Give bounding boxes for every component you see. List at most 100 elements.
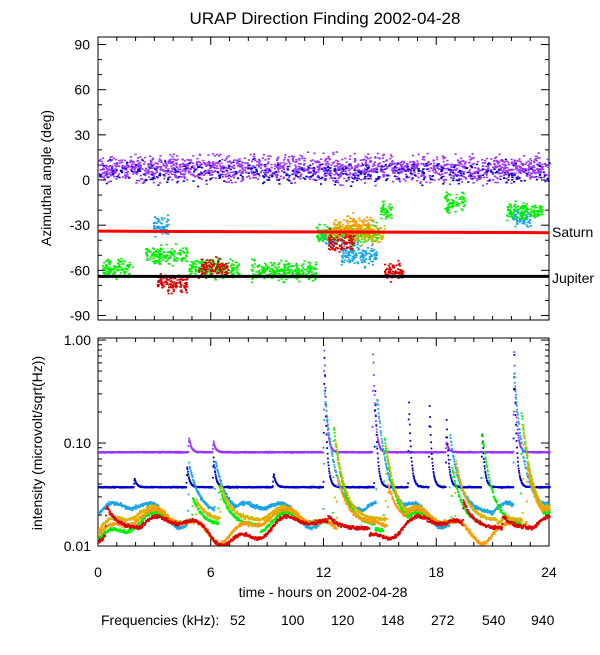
data-point xyxy=(263,267,265,269)
data-point xyxy=(170,163,172,165)
data-point xyxy=(313,167,315,169)
data-point xyxy=(230,169,232,171)
data-point xyxy=(236,161,238,163)
data-point xyxy=(348,252,350,254)
data-point xyxy=(149,155,151,157)
data-point xyxy=(318,176,320,178)
data-point xyxy=(444,197,446,199)
data-point xyxy=(507,179,509,181)
data-point xyxy=(371,168,373,170)
data-point xyxy=(212,153,214,155)
data-point xyxy=(187,451,189,453)
data-point xyxy=(250,154,252,156)
data-point xyxy=(158,166,160,168)
data-point xyxy=(232,171,234,173)
data-point xyxy=(111,269,113,271)
data-point xyxy=(529,158,531,160)
data-point xyxy=(541,206,543,208)
data-point xyxy=(289,175,291,177)
data-point xyxy=(192,263,194,265)
data-point xyxy=(367,178,369,180)
data-point xyxy=(362,222,364,224)
data-point xyxy=(323,170,325,172)
data-point xyxy=(189,264,191,266)
data-point xyxy=(173,285,175,287)
data-point xyxy=(188,445,190,447)
data-point xyxy=(359,257,361,259)
data-point xyxy=(341,261,343,263)
data-point xyxy=(371,248,373,250)
data-point xyxy=(531,215,533,217)
data-point xyxy=(375,258,377,260)
data-point xyxy=(380,236,382,238)
data-point xyxy=(357,244,359,246)
data-point xyxy=(333,246,335,248)
data-point xyxy=(173,281,175,283)
data-point xyxy=(260,164,262,166)
data-point xyxy=(393,163,395,165)
data-point xyxy=(453,175,455,177)
data-point xyxy=(207,154,209,156)
data-point xyxy=(99,165,101,167)
data-point xyxy=(376,226,378,228)
data-point xyxy=(326,158,328,160)
data-point xyxy=(520,218,522,220)
data-point xyxy=(359,227,361,229)
data-point xyxy=(338,177,340,179)
data-point xyxy=(154,222,156,224)
data-point xyxy=(114,273,116,275)
data-point xyxy=(154,228,156,230)
data-point xyxy=(179,250,181,252)
data-point xyxy=(329,241,331,243)
data-point xyxy=(241,161,243,163)
data-point xyxy=(522,163,524,165)
data-point xyxy=(517,212,519,214)
data-point xyxy=(167,179,169,181)
data-point xyxy=(529,222,531,224)
data-point xyxy=(252,270,254,272)
data-point xyxy=(512,217,514,219)
data-point xyxy=(496,160,498,162)
data-point xyxy=(382,201,384,203)
data-point xyxy=(535,176,537,178)
data-point xyxy=(283,281,285,283)
data-point xyxy=(385,180,387,182)
data-point xyxy=(287,159,289,161)
data-point xyxy=(99,176,101,178)
data-point xyxy=(538,209,540,211)
data-point xyxy=(368,165,370,167)
data-point xyxy=(455,211,457,213)
data-point xyxy=(192,155,194,157)
data-point xyxy=(533,212,535,214)
data-point xyxy=(320,238,322,240)
data-point xyxy=(161,217,163,219)
data-point xyxy=(371,228,373,230)
data-point xyxy=(155,255,157,257)
data-point xyxy=(266,179,268,181)
data-point xyxy=(239,166,241,168)
data-point xyxy=(315,171,317,173)
data-point xyxy=(135,164,137,166)
data-point xyxy=(152,254,154,256)
data-point xyxy=(469,159,471,161)
data-point xyxy=(328,245,330,247)
data-point xyxy=(364,224,366,226)
data-point xyxy=(365,259,367,261)
data-point xyxy=(298,272,300,274)
data-point xyxy=(105,264,107,266)
data-point xyxy=(417,173,419,175)
data-point xyxy=(353,256,355,258)
data-point xyxy=(382,236,384,238)
data-point xyxy=(375,185,377,187)
data-point xyxy=(381,166,383,168)
data-point xyxy=(423,172,425,174)
data-point xyxy=(318,238,320,240)
data-point xyxy=(238,273,240,275)
data-point xyxy=(419,183,421,185)
data-point xyxy=(451,164,453,166)
data-point xyxy=(278,280,280,282)
data-point xyxy=(516,160,518,162)
data-point xyxy=(513,174,515,176)
data-point xyxy=(334,250,336,252)
data-point xyxy=(247,164,249,166)
